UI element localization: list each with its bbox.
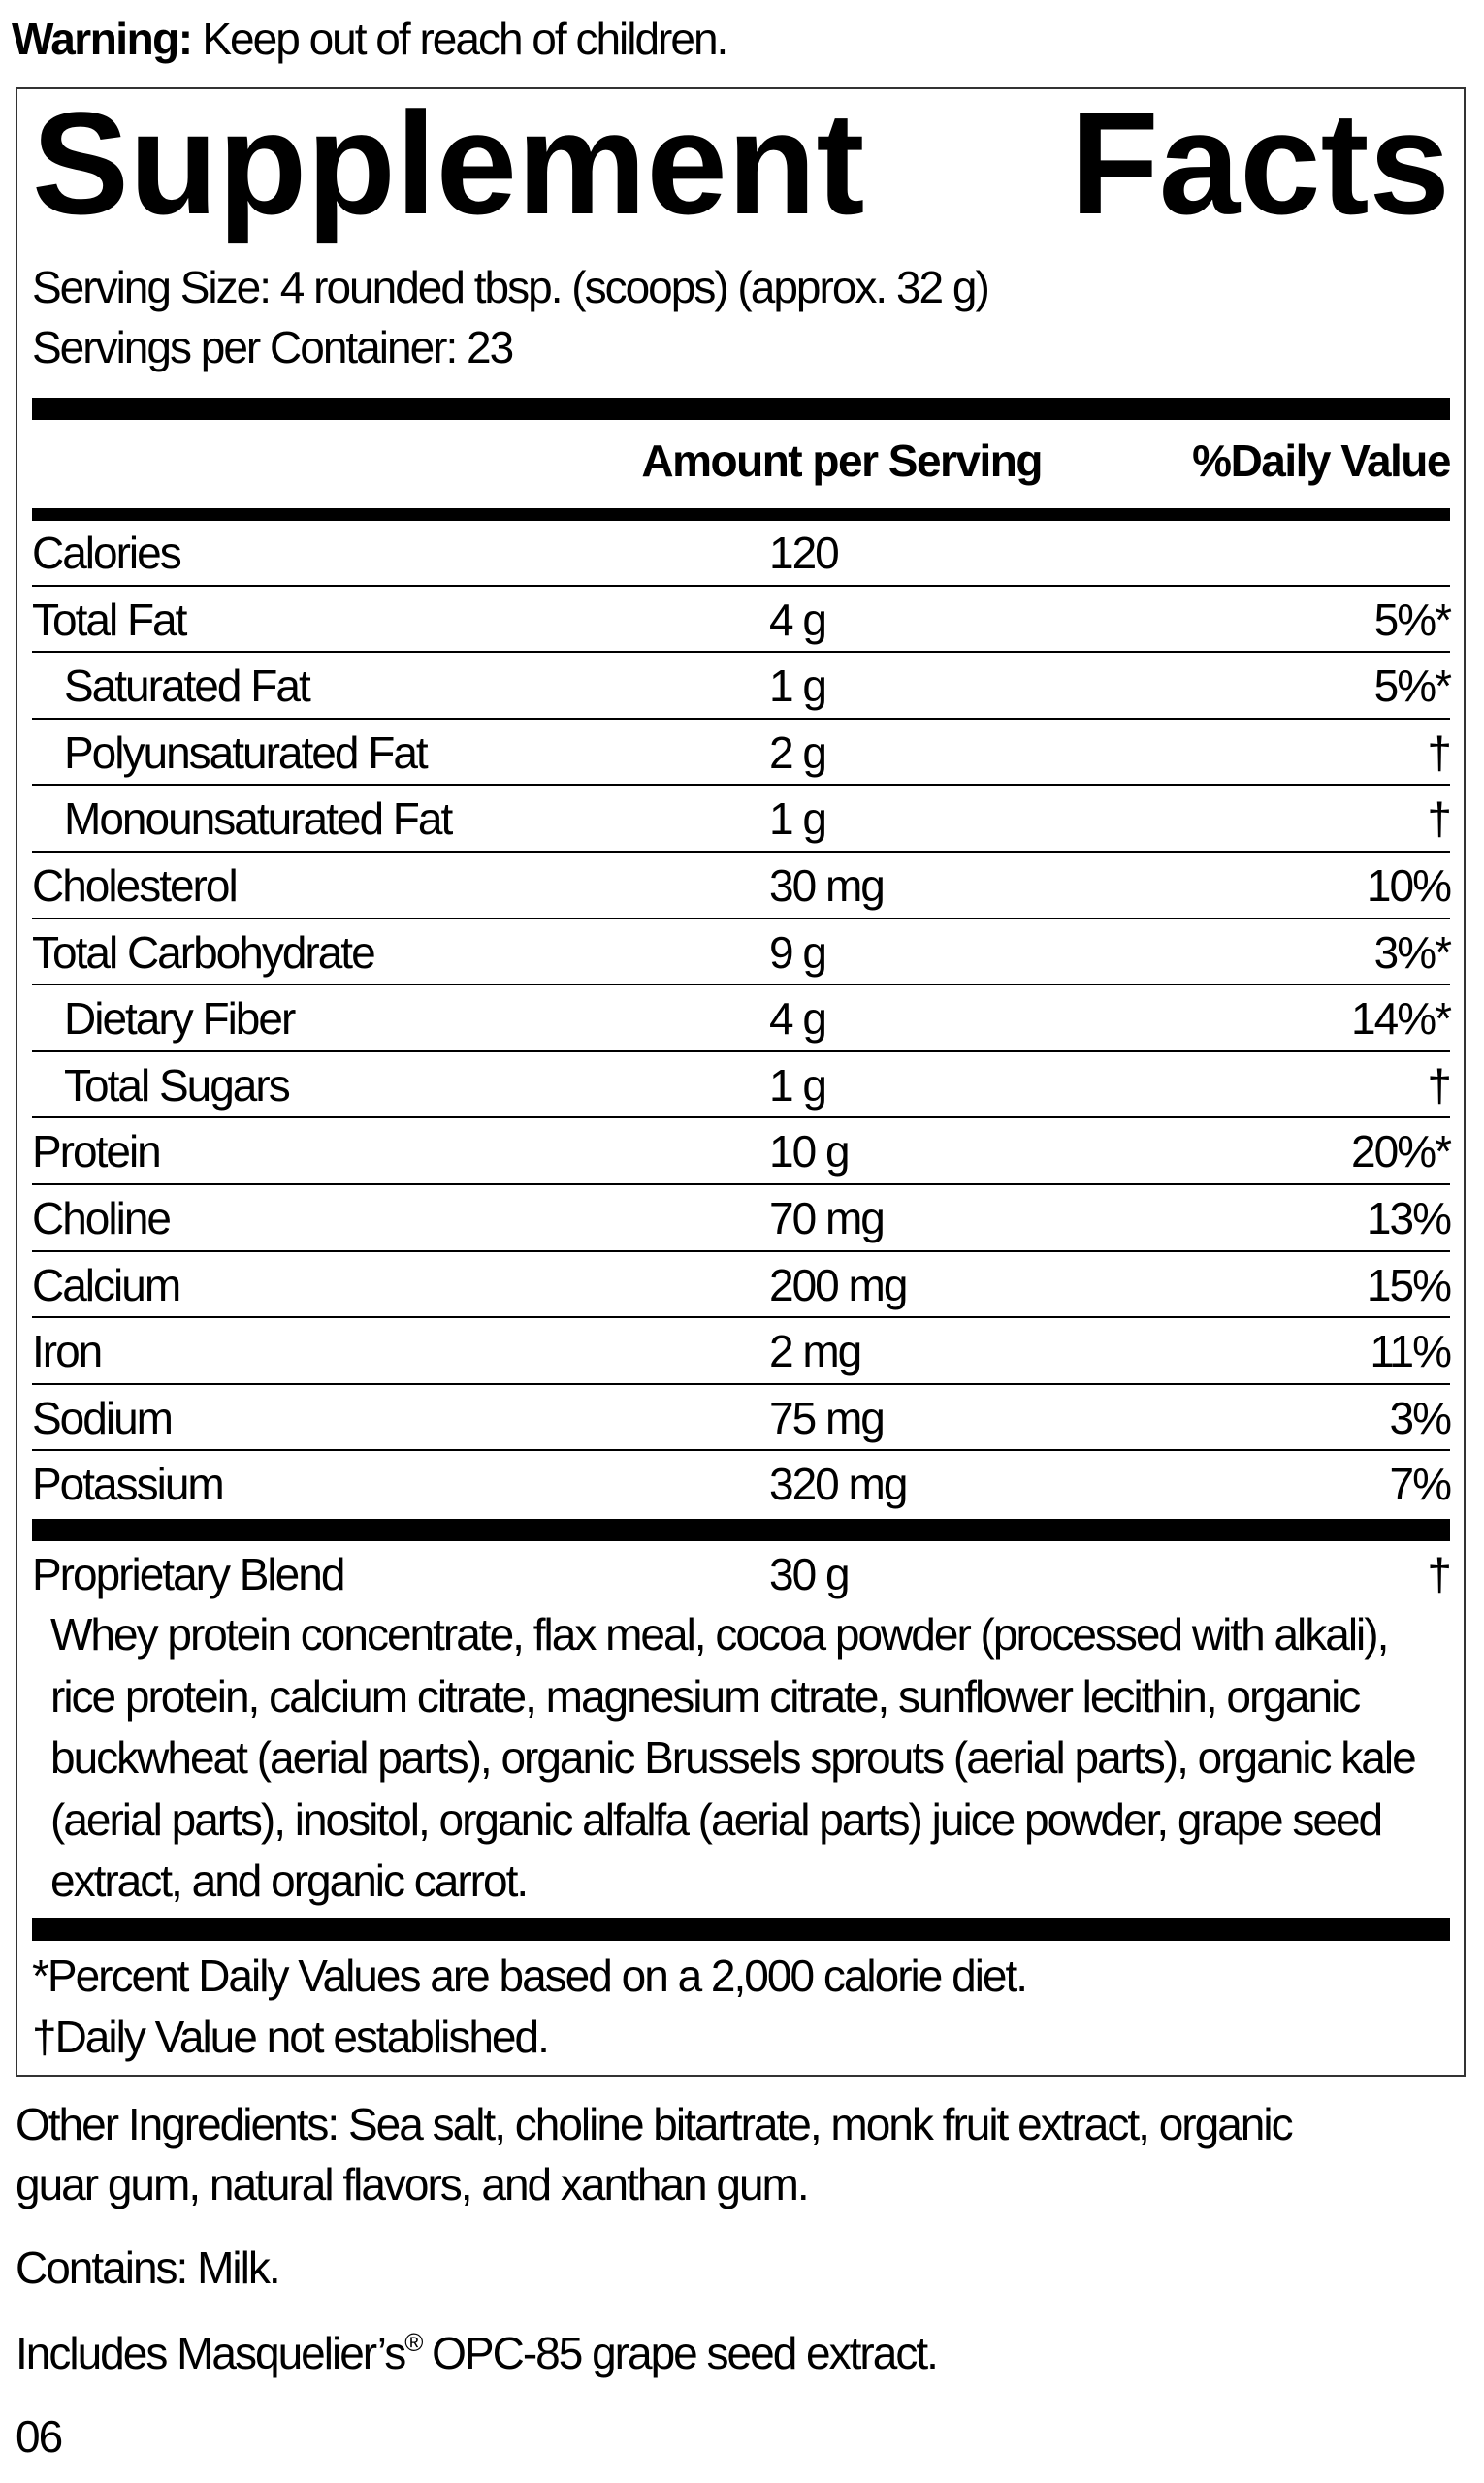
footnote-percent: *Percent Daily Values are based on a 2,0… [32,1951,1028,2001]
nutrient-daily-value: 5%* [1373,594,1452,645]
supplement-facts-panel [16,87,1466,2077]
contains-allergen: Contains: Milk. [16,2242,281,2293]
nutrient-row: Choline 70 mg 13% [32,1186,1452,1252]
nutrient-row: Iron 2 mg 11% [32,1319,1452,1385]
nutrient-daily-value: 20%* [1351,1126,1452,1177]
header-amount: Amount per Serving [641,435,1043,486]
nutrient-amount: 2 mg [769,1326,862,1377]
includes-text: Includes Masquelier’s [16,2328,406,2378]
includes-statement: Includes Masquelier’s® OPC-85 grape seed… [16,2323,939,2383]
nutrient-daily-value: † [1427,726,1452,778]
nutrient-row: Polyunsaturated Fat 2 g † [32,721,1452,787]
thick-divider [32,1918,1450,1941]
nutrient-amount: 1 g [769,1059,827,1111]
nutrient-amount: 4 g [769,594,827,645]
nutrient-row: Total Fat 4 g 5%* [32,588,1452,654]
nutrient-row: Protein 10 g 20%* [32,1119,1452,1186]
nutrient-row: Dietary Fiber 4 g 14%* [32,986,1452,1052]
nutrient-name: Calcium [32,1259,181,1310]
nutrient-amount: 120 [769,528,840,578]
nutrient-name: Saturated Fat [64,661,311,712]
nutrient-name: Dietary Fiber [64,993,296,1045]
nutrient-daily-value: 10% [1366,860,1452,911]
nutrient-row: Calcium 200 mg 15% [32,1253,1452,1319]
blend-amount: 30 g [769,1549,851,1599]
header-daily-value: %Daily Value [1192,435,1451,486]
nutrient-row: Cholesterol 30 mg 10% [32,854,1452,919]
title-word-2: Facts [1070,81,1450,244]
nutrient-name: Choline [32,1193,172,1243]
thick-divider [32,1519,1450,1541]
nutrient-amount: 75 mg [769,1392,886,1443]
nutrient-row: Sodium 75 mg 3% [32,1386,1453,1452]
medium-divider [32,508,1450,521]
nutrient-name: Iron [32,1326,103,1377]
footnote-dagger: †Daily Value not established. [32,2012,550,2062]
label-code: 06 [16,2411,63,2462]
nutrient-row: Potassium 320 mg 7% [32,1452,1453,1518]
nutrient-daily-value: 11% [1370,1326,1452,1377]
title-word-1: Supplement [32,81,865,244]
ingredient-line: (aerial parts), inositol, organic alfalf… [50,1793,1383,1845]
nutrient-daily-value: 3% [1389,1392,1453,1443]
ingredient-line: Whey protein concentrate, flax meal, coc… [50,1609,1389,1660]
nutrient-name: Protein [32,1126,162,1177]
nutrient-daily-value: † [1427,1059,1452,1111]
nutrient-amount: 200 mg [769,1259,908,1310]
panel-title: Supplement Facts [32,81,1450,244]
warning-text: Warning: Keep out of reach of children. [12,9,728,69]
nutrient-daily-value: 15% [1366,1259,1452,1310]
nutrient-daily-value: 3%* [1373,926,1452,978]
nutrient-daily-value: † [1427,793,1452,845]
ingredient-line: buckwheat (aerial parts), organic Brusse… [50,1732,1417,1783]
nutrient-amount: 9 g [769,926,827,978]
serving-size: Serving Size: 4 rounded tbsp. (scoops) (… [32,262,990,312]
nutrient-daily-value: 7% [1389,1459,1453,1510]
nutrient-amount: 1 g [769,793,827,845]
other-ingredients-line: Other Ingredients: Sea salt, choline bit… [16,2099,1294,2149]
nutrient-amount: 30 mg [769,860,886,911]
nutrient-amount: 4 g [769,993,827,1045]
nutrient-amount: 2 g [769,726,827,778]
thick-divider [32,398,1450,420]
nutrient-daily-value: 14%* [1351,993,1452,1045]
warning-body: Keep out of reach of children. [191,14,728,64]
blend-dv: † [1427,1549,1452,1599]
blend-name: Proprietary Blend [32,1549,345,1599]
nutrient-row: Total Carbohydrate 9 g 3%* [32,920,1452,986]
nutrient-name: Potassium [32,1459,225,1510]
nutrient-daily-value: 5%* [1373,661,1452,712]
nutrient-name: Monounsaturated Fat [64,793,453,845]
includes-text: OPC-85 grape seed extract. [421,2328,939,2378]
ingredient-line: rice protein, calcium citrate, magnesium… [50,1670,1361,1722]
other-ingredients-line: guar gum, natural flavors, and xanthan g… [16,2159,810,2209]
nutrient-name: Polyunsaturated Fat [64,726,429,778]
nutrient-amount: 70 mg [769,1193,886,1243]
blend-row: Proprietary Blend 30 g † [32,1542,1452,1608]
nutrient-amount: 320 mg [769,1459,908,1510]
nutrient-name: Total Fat [32,594,187,645]
ingredient-line: extract, and organic carrot. [50,1855,529,1906]
nutrient-name: Sodium [32,1392,174,1443]
nutrient-amount: 1 g [769,661,827,712]
registered-mark: ® [404,2328,423,2357]
nutrient-row: Total Sugars 1 g † [32,1053,1452,1119]
warning-label: Warning: [12,14,193,64]
nutrient-row: Saturated Fat 1 g 5%* [32,654,1452,720]
nutrient-name: Cholesterol [32,860,239,911]
servings-per-container: Servings per Container: 23 [32,322,514,372]
nutrient-name: Total Carbohydrate [32,926,376,978]
nutrient-amount: 10 g [769,1126,851,1177]
nutrient-row: Calories 120 [32,521,1450,587]
nutrient-row: Monounsaturated Fat 1 g † [32,787,1452,854]
nutrient-name: Calories [32,528,182,578]
nutrient-name: Total Sugars [64,1059,291,1111]
nutrient-daily-value: 13% [1366,1193,1452,1243]
blend-ingredients: Whey protein concentrate, flax meal, coc… [50,1604,1417,1913]
